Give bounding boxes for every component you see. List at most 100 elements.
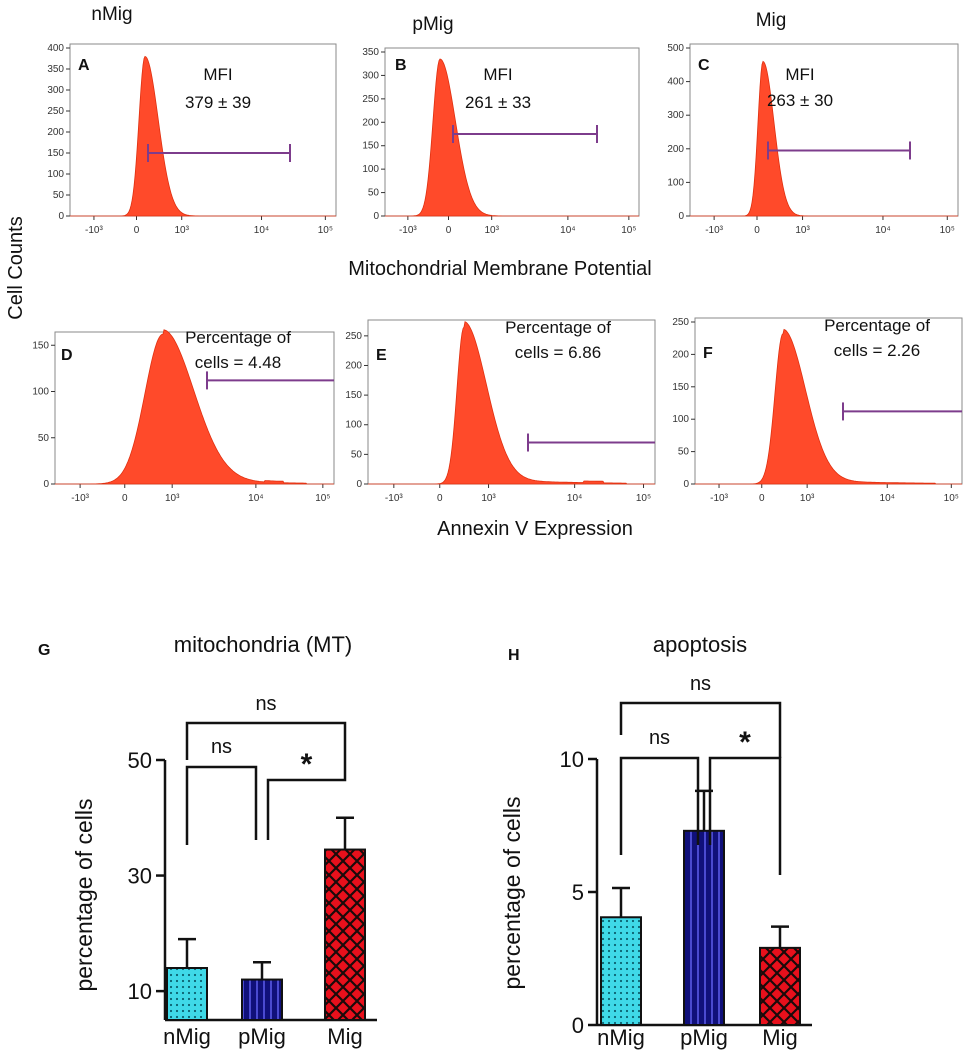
y-tick-label: 400 — [667, 77, 684, 88]
histogram-panel-f: 0 50 100 150 200 250 -10³ 0 10³ 10⁴ 10⁵ F Percentage… — [672, 316, 963, 504]
y-axis-label: percentage of cells — [71, 798, 97, 991]
bar-mig — [324, 848, 366, 1021]
y-tick-label: 100 — [362, 164, 379, 175]
x-tick-label: 10⁵ — [636, 493, 651, 504]
annotation-line-1: MFI — [785, 65, 814, 84]
column-header-pmig: pMig — [412, 14, 453, 35]
y-tick-label: 150 — [345, 390, 362, 401]
x-tick-label: -10³ — [71, 493, 89, 504]
chart-title: apoptosis — [653, 632, 747, 657]
histogram-panel-a: 0 50 100 150 200 250 300 350 400 -10³ 0 10³ 10⁴ 10⁵ A M… — [47, 43, 337, 236]
x-tick-label: 0 — [759, 493, 765, 504]
plot-frame — [367, 319, 656, 485]
y-tick-label: 250 — [47, 106, 64, 117]
y-tick-label: 300 — [667, 110, 684, 121]
y-tick-label: 100 — [47, 169, 64, 180]
column-header-nmig: nMig — [91, 4, 132, 25]
x-category-label: pMig — [238, 1024, 286, 1049]
y-tick-label: 0 — [356, 479, 362, 490]
y-axis-label: percentage of cells — [499, 796, 525, 989]
y-tick-label: 0 — [678, 211, 684, 222]
y-tick-label: 100 — [667, 177, 684, 188]
y-tick-label: 0 — [43, 479, 49, 490]
x-category-label: Mig — [327, 1024, 362, 1049]
significance-label: ns — [690, 673, 711, 695]
significance-bracket — [185, 765, 258, 845]
panel-letter: C — [698, 57, 710, 74]
bar-nmig — [166, 967, 208, 1021]
x-tick-label: 0 — [134, 225, 140, 236]
significance-bracket — [619, 701, 782, 758]
x-tick-label: 10³ — [165, 493, 180, 504]
x-tick-label: 10⁴ — [560, 225, 575, 236]
y-tick-label: 200 — [362, 117, 379, 128]
x-category-label: pMig — [680, 1025, 728, 1050]
panel-letter: G — [38, 642, 50, 659]
y-tick-label: 100 — [32, 387, 49, 398]
x-category-label: nMig — [163, 1024, 211, 1049]
significance-label: ns — [211, 736, 232, 758]
y-tick-label: 50 — [128, 748, 152, 773]
y-tick-label: 50 — [678, 447, 690, 458]
x-tick-label: 10⁴ — [875, 225, 890, 236]
y-tick-label: 0 — [373, 211, 379, 222]
annotation-line-2: cells = 4.48 — [195, 353, 281, 372]
y-tick-label: 250 — [345, 331, 362, 342]
x-tick-label: 10⁴ — [567, 493, 582, 504]
annotation-line-2: 261 ± 33 — [465, 93, 531, 112]
x-tick-label: 10⁵ — [318, 225, 333, 236]
x-tick-label: 10³ — [174, 225, 189, 236]
y-tick-label: 150 — [362, 141, 379, 152]
column-header-mig: Mig — [756, 10, 787, 31]
y-tick-label: 400 — [47, 43, 64, 54]
y-tick-label: 10 — [128, 979, 152, 1004]
y-tick-label: 50 — [38, 433, 50, 444]
x-tick-label: 10³ — [800, 493, 815, 504]
y-tick-label: 250 — [672, 317, 689, 328]
y-tick-label: 350 — [47, 64, 64, 75]
x-tick-label: 0 — [754, 225, 760, 236]
significance-bracket — [708, 756, 782, 875]
x-tick-label: 10⁵ — [944, 493, 959, 504]
x-tick-label: 10⁵ — [315, 493, 330, 504]
y-tick-label: 300 — [47, 85, 64, 96]
x-tick-label: 10⁵ — [621, 225, 636, 236]
significance-label: * — [739, 726, 751, 759]
panel-letter: D — [61, 347, 73, 364]
significance-bracket — [185, 721, 347, 778]
bar-pmig — [683, 829, 725, 1026]
x-tick-label: -10³ — [399, 225, 417, 236]
histogram-fill — [695, 328, 962, 485]
histogram-fill — [70, 55, 336, 217]
y-tick-label: 30 — [128, 864, 152, 889]
panel-letter: F — [703, 345, 713, 362]
x-tick-label: -10³ — [385, 493, 403, 504]
x-tick-label: -10³ — [85, 225, 103, 236]
histogram-fill — [385, 58, 639, 217]
x-tick-label: -10³ — [710, 493, 728, 504]
x-tick-label: 10⁴ — [880, 493, 895, 504]
x-tick-label: 10³ — [795, 225, 810, 236]
x-tick-label: -10³ — [705, 225, 723, 236]
x-axis-label-mmp: Mitochondrial Membrane Potential — [348, 258, 652, 280]
histogram-fill — [690, 60, 958, 217]
bar-mig — [759, 946, 801, 1026]
x-tick-label: 0 — [446, 225, 452, 236]
annotation-line-1: Percentage of — [505, 318, 611, 337]
y-tick-label: 10 — [560, 747, 584, 772]
x-tick-label: 0 — [122, 493, 128, 504]
y-tick-label: 200 — [672, 349, 689, 360]
annotation-line-1: MFI — [483, 65, 512, 84]
histogram-panel-c: 0 100 200 300 400 500 -10³ 0 10³ 10⁴ 10⁵ C MFI 263 ± … — [667, 43, 959, 236]
bar-pmig — [241, 978, 283, 1021]
annotation-line-2: cells = 2.26 — [834, 341, 920, 360]
y-tick-label: 200 — [667, 144, 684, 155]
x-tick-label: 10⁴ — [254, 225, 269, 236]
panel-letter: E — [376, 347, 387, 364]
y-tick-label: 5 — [572, 880, 584, 905]
y-tick-label: 150 — [47, 148, 64, 159]
panel-letter: A — [78, 57, 90, 74]
